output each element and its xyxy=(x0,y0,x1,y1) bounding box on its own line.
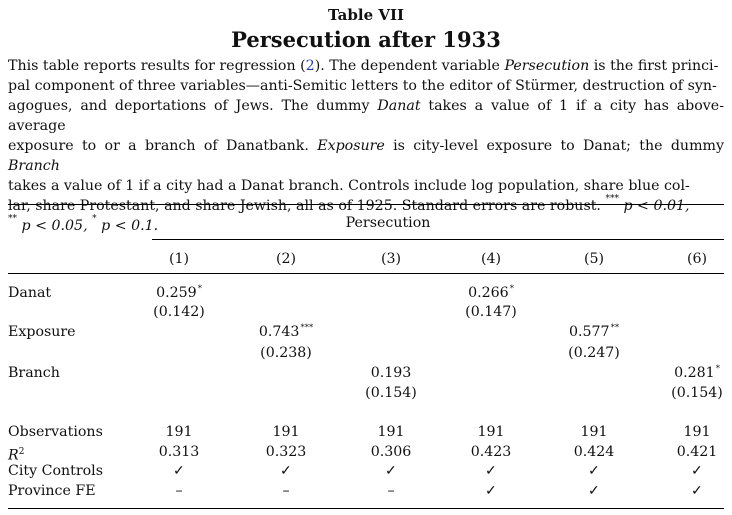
regression-reference-link[interactable]: 2 xyxy=(305,58,315,74)
caption-variable: Danat xyxy=(377,98,421,114)
row-label-text: City Controls xyxy=(8,463,103,479)
significance-stars: * xyxy=(92,214,97,224)
coefficient-cell: 0.193 xyxy=(341,364,441,382)
caption-text: agogues, and deportations of Jews. The d… xyxy=(8,98,378,114)
stat-cell: 191 xyxy=(377,424,405,440)
column-header: (4) xyxy=(480,251,502,267)
caption-line: takes a value of 1 if a city had a Danat… xyxy=(8,178,690,194)
row-label-text: Province FE xyxy=(8,483,96,499)
caption-line: pal component of three variables—anti-Se… xyxy=(8,78,717,94)
stat-cell: ✓ xyxy=(385,463,397,479)
coefficient-cell: 0.266* xyxy=(441,284,541,304)
significance-stars: ** xyxy=(610,323,620,333)
stat-cell: ✓ xyxy=(588,483,600,499)
row-label-text: Observations xyxy=(8,424,103,440)
stat-cell: 0.424 xyxy=(573,444,615,460)
stat-cell: ✓ xyxy=(173,463,185,479)
row-label-text: R xyxy=(8,447,19,464)
stat-cell: 0.306 xyxy=(370,444,412,460)
caption-variable: Exposure xyxy=(317,138,385,154)
stat-cell: 191 xyxy=(580,424,608,440)
stat-cell: 191 xyxy=(477,424,505,440)
stat-cell: ✓ xyxy=(485,483,497,499)
column-header: (3) xyxy=(380,251,402,267)
caption-variable: Persecution xyxy=(504,58,590,74)
stat-cell: 0.421 xyxy=(676,444,718,460)
stat-cell: 0.323 xyxy=(265,444,307,460)
standard-error-cell: (0.154) xyxy=(671,385,723,401)
caption-variable: Branch xyxy=(8,158,60,174)
stat-cell: – xyxy=(387,483,395,499)
stat-cell: ✓ xyxy=(485,463,497,479)
caption-line: ** p < 0.05, * p < 0.1. xyxy=(8,214,724,236)
column-header: (5) xyxy=(583,251,605,267)
stat-cell: 0.313 xyxy=(158,444,200,460)
caption-line: agogues, and deportations of Jews. The d… xyxy=(8,96,724,136)
header-bottom-rule xyxy=(8,273,724,274)
significance-stars: *** xyxy=(605,194,619,204)
table-number: Table VII xyxy=(327,6,405,24)
row-label-observations: Observations xyxy=(8,423,103,441)
significance-stars: * xyxy=(197,284,202,294)
row-label-exposure: Exposure xyxy=(8,324,76,340)
caption-line: exposure to or a branch of Danatbank. Ex… xyxy=(8,136,724,176)
stat-cell: 0.423 xyxy=(470,444,512,460)
stat-cell: ✓ xyxy=(691,483,703,499)
significance-stars: ** xyxy=(8,214,17,224)
column-header: (6) xyxy=(686,251,708,267)
row-label-r2: R2 xyxy=(8,443,24,465)
header-underline xyxy=(152,239,724,240)
standard-error-cell: (0.147) xyxy=(465,304,517,320)
significance-stars: * xyxy=(509,284,514,294)
standard-error-cell: (0.142) xyxy=(153,304,205,320)
standard-error-cell: (0.154) xyxy=(365,385,417,401)
caption-text: lar, share Protestant, and share Jewish,… xyxy=(8,198,606,214)
table-caption: This table reports results for regressio… xyxy=(8,56,724,236)
row-label-danat: Danat xyxy=(8,285,52,301)
stat-cell: 191 xyxy=(272,424,300,440)
caption-pvalue: p < 0.05, xyxy=(17,218,93,234)
dependent-variable-header: Persecution xyxy=(345,215,431,231)
coefficient-value: 0.281 xyxy=(674,365,715,381)
row-label-province-fe: Province FE xyxy=(8,482,96,500)
coefficient-value: 0.193 xyxy=(370,365,412,381)
stat-cell: ✓ xyxy=(280,463,292,479)
coefficient-cell: 0.259* xyxy=(129,284,229,304)
row-label-city-controls: City Controls xyxy=(8,462,103,480)
table-title: Persecution after 1933 xyxy=(231,27,501,52)
standard-error-cell: (0.247) xyxy=(568,345,620,361)
caption-text: takes a value of 1 if a city has above-a… xyxy=(8,98,724,134)
table-bottom-rule xyxy=(8,508,724,509)
stat-cell: – xyxy=(175,483,183,499)
column-header: (2) xyxy=(275,251,297,267)
standard-error-cell: (0.238) xyxy=(260,345,312,361)
table-top-rule xyxy=(8,204,724,205)
column-header: (1) xyxy=(168,251,190,267)
coefficient-cell: 0.743*** xyxy=(236,323,336,343)
stat-cell: – xyxy=(282,483,290,499)
caption-pvalue: p < 0.01, xyxy=(618,198,690,214)
caption-text: exposure to or a branch of Danatbank. xyxy=(8,138,318,154)
stat-cell: ✓ xyxy=(588,463,600,479)
caption-text: This table reports results for regressio… xyxy=(8,58,306,74)
caption-text: ). The dependent variable xyxy=(314,58,505,74)
caption-line: lar, share Protestant, and share Jewish,… xyxy=(8,194,724,216)
coefficient-cell: 0.281* xyxy=(647,364,732,384)
significance-stars: *** xyxy=(300,323,314,333)
row-label-superscript: 2 xyxy=(18,447,25,457)
coefficient-value: 0.577 xyxy=(568,324,610,340)
caption-line: This table reports results for regressio… xyxy=(8,56,724,76)
stat-cell: 191 xyxy=(165,424,193,440)
significance-stars: * xyxy=(715,364,720,374)
stat-cell: ✓ xyxy=(691,463,703,479)
caption-pvalue: p < 0.1. xyxy=(96,218,159,234)
stat-cell: 191 xyxy=(683,424,711,440)
caption-text: is city-level exposure to Danat; the dum… xyxy=(384,138,724,154)
coefficient-value: 0.743 xyxy=(258,324,300,340)
row-label-branch: Branch xyxy=(8,365,60,381)
coefficient-value: 0.266 xyxy=(468,285,509,301)
caption-text: is the first princi- xyxy=(589,58,719,74)
coefficient-value: 0.259 xyxy=(156,285,197,301)
coefficient-cell: 0.577** xyxy=(544,323,644,343)
